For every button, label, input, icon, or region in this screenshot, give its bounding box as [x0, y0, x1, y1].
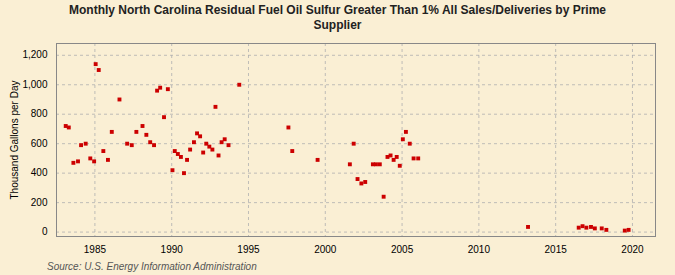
svg-text:1995: 1995 — [237, 244, 260, 255]
svg-text:1,200: 1,200 — [22, 49, 47, 60]
svg-text:800: 800 — [31, 108, 48, 119]
html-text:Source: U.S. Energy Informatio: Source: U.S. Energy Information Administ… — [47, 261, 257, 272]
svg-text:200: 200 — [31, 197, 48, 208]
svg-text:2020: 2020 — [621, 244, 644, 255]
svg-text:0: 0 — [42, 226, 48, 237]
svg-text:2010: 2010 — [468, 244, 491, 255]
html-text:Monthly North Carolina Residua: Monthly North Carolina Residual Fuel Oil… — [69, 3, 606, 32]
svg-text:2000: 2000 — [314, 244, 337, 255]
svg-text:1,000: 1,000 — [22, 79, 47, 90]
svg-text:600: 600 — [31, 138, 48, 149]
svg-text:1985: 1985 — [84, 244, 107, 255]
svg-text:1990: 1990 — [161, 244, 184, 255]
svg-text:400: 400 — [31, 167, 48, 178]
svg-text:Thousand Gallons per Day: Thousand Gallons per Day — [9, 81, 20, 200]
svg-text:2015: 2015 — [545, 244, 568, 255]
svg-text:2005: 2005 — [391, 244, 414, 255]
